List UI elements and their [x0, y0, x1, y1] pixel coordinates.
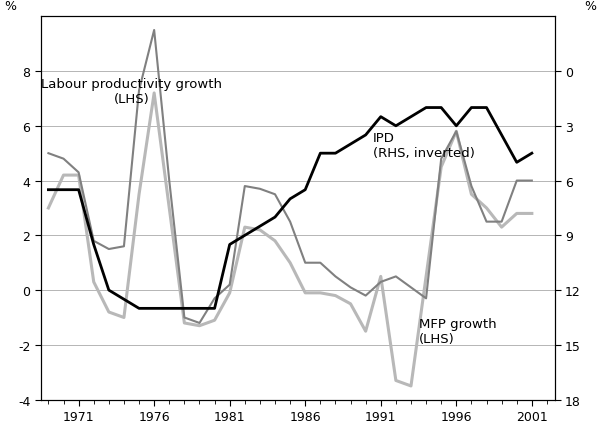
Text: Labour productivity growth
(LHS): Labour productivity growth (LHS) — [41, 77, 222, 105]
Text: IPD
(RHS, inverted): IPD (RHS, inverted) — [373, 132, 475, 160]
Y-axis label: %: % — [4, 0, 16, 13]
Y-axis label: %: % — [584, 0, 596, 13]
Text: MFP growth
(LHS): MFP growth (LHS) — [419, 318, 496, 346]
